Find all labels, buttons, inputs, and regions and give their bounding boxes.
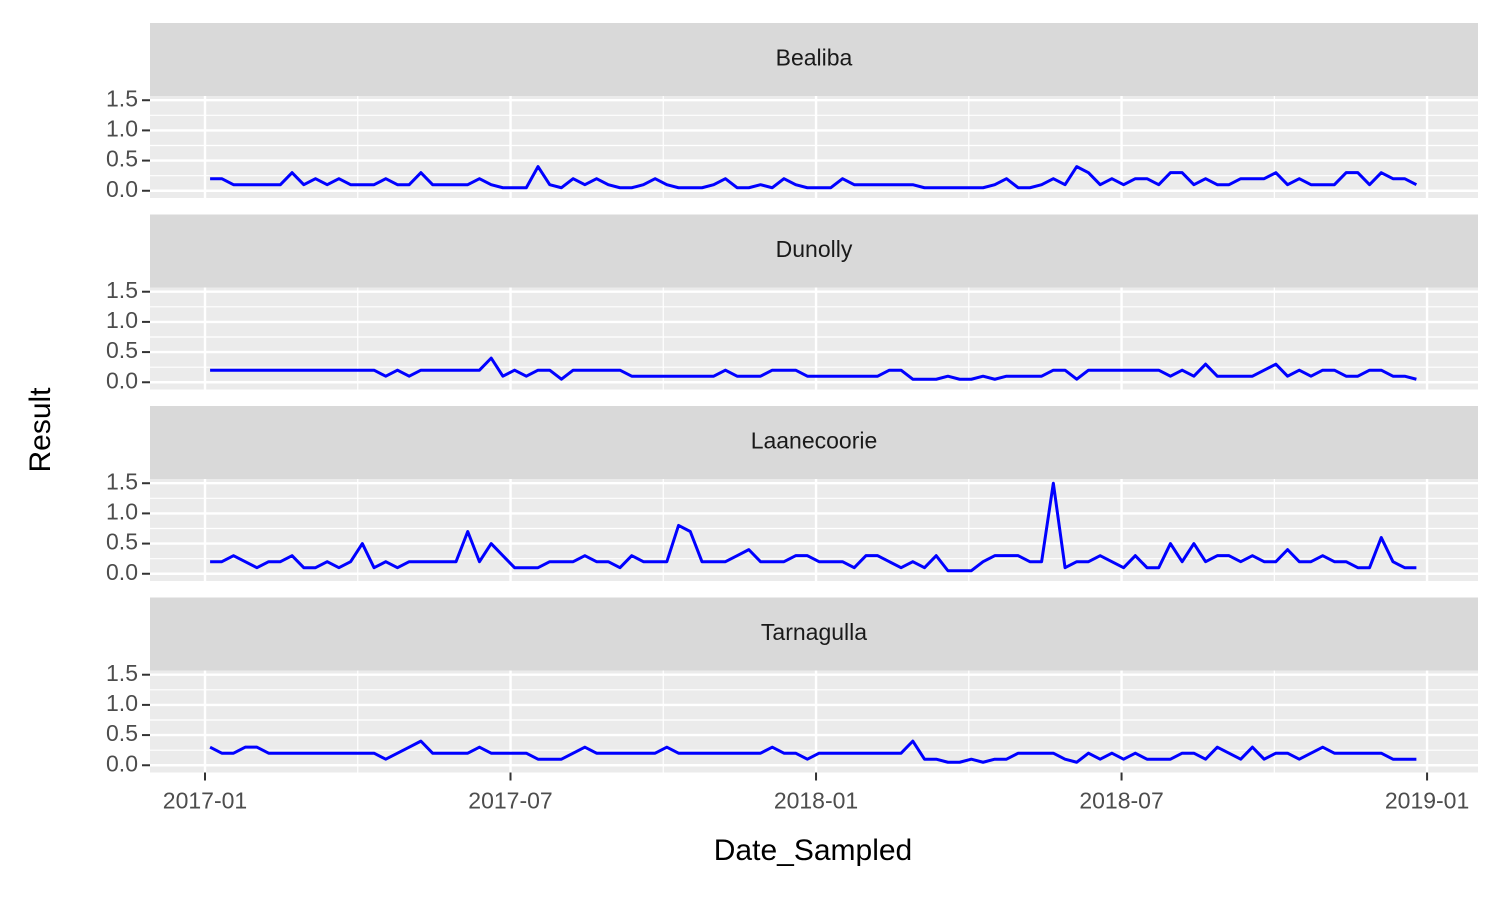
- series-line: [210, 481, 1417, 573]
- strip: [150, 597, 1478, 671]
- x-tick-label: 2018-07: [1079, 788, 1163, 814]
- strip: [150, 23, 1478, 96]
- strip: [150, 406, 1478, 479]
- y-tick-label: 1.5: [106, 660, 138, 686]
- y-tick-label: 0.0: [106, 367, 138, 393]
- y-tick-label: 0.0: [106, 750, 138, 776]
- y-tick-label: 1.5: [106, 85, 138, 111]
- series-line: [210, 165, 1418, 190]
- strip-label: Laanecoorie: [751, 428, 878, 454]
- y-tick-label: 1.5: [106, 468, 138, 494]
- strip: [150, 214, 1478, 288]
- strip-label: Dunolly: [776, 236, 853, 262]
- y-tick-label: 1.5: [106, 277, 138, 303]
- x-tick-label: 2019-01: [1385, 788, 1469, 814]
- x-tick-label: 2017-01: [163, 788, 247, 814]
- x-axis-title: Date_Sampled: [714, 834, 912, 867]
- series-line: [209, 739, 1417, 764]
- panel-background: [150, 479, 1478, 581]
- y-tick-label: 1.0: [106, 307, 138, 333]
- panel-background: [150, 287, 1478, 390]
- strip-label: Bealiba: [776, 45, 853, 71]
- y-tick-label: 1.0: [106, 498, 138, 524]
- y-tick-label: 0.5: [106, 720, 138, 746]
- y-tick-label: 0.0: [106, 176, 138, 202]
- y-tick-label: 0.5: [106, 337, 138, 363]
- y-tick-label: 0.5: [106, 146, 138, 172]
- y-tick-label: 1.0: [106, 115, 138, 141]
- x-tick-label: 2017-07: [468, 788, 552, 814]
- strip-label: Tarnagulla: [761, 619, 867, 645]
- y-tick-label: 1.0: [106, 690, 138, 716]
- y-tick-label: 0.0: [106, 559, 138, 585]
- series-line: [210, 356, 1417, 381]
- y-tick-label: 0.5: [106, 529, 138, 555]
- y-axis-title: Result: [24, 387, 57, 473]
- x-tick-label: 2018-01: [774, 788, 858, 814]
- panel-background: [150, 96, 1478, 198]
